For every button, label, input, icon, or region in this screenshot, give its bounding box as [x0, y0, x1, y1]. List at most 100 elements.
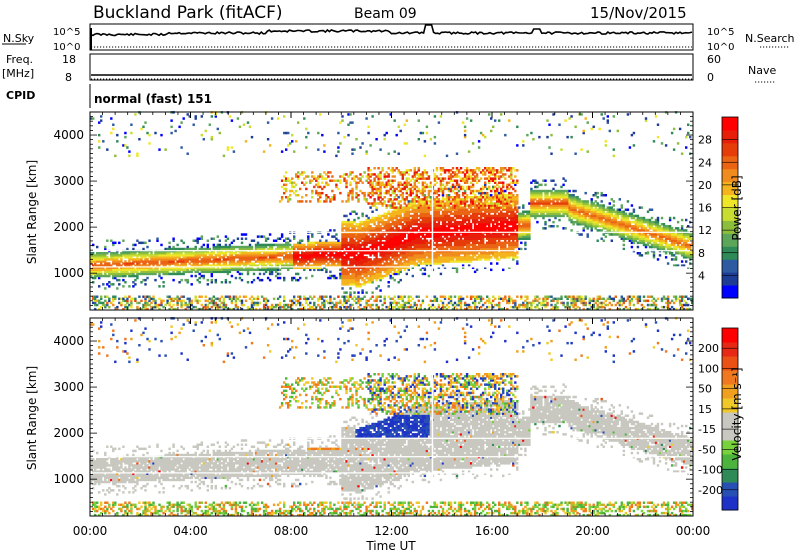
data-cell: [397, 239, 400, 242]
data-cell: [465, 218, 469, 222]
data-cell: [140, 270, 143, 274]
data-cell: [333, 297, 336, 301]
data-cell: [100, 297, 103, 301]
data-cell: [176, 268, 179, 272]
data-cell: [441, 212, 445, 216]
data-cell: [120, 254, 123, 257]
data-cell: [204, 268, 208, 272]
data-cell: [461, 194, 465, 197]
data-cell: [373, 254, 376, 257]
data-cell: [309, 268, 312, 272]
data-cell: [415, 262, 419, 265]
data-cell: [433, 179, 437, 182]
data-cell: [329, 256, 332, 259]
data-cell: [148, 266, 151, 269]
data-cell: [459, 177, 463, 180]
data-cell: [467, 206, 471, 209]
data-cell: [449, 212, 453, 216]
data-cell: [351, 283, 354, 286]
data-cell: [445, 258, 449, 261]
data-cell: [419, 239, 423, 242]
data-cell: [469, 243, 473, 247]
data-cell: [471, 237, 475, 240]
data-cell: [427, 225, 431, 228]
data-cell: [236, 268, 240, 272]
data-cell: [289, 299, 292, 303]
data-cell: [375, 254, 378, 257]
data-cell: [469, 177, 473, 180]
data-cell: [270, 245, 274, 249]
data-cell: [307, 307, 310, 311]
data-cell: [443, 212, 447, 216]
data-cell: [439, 299, 443, 303]
data-cell: [407, 206, 411, 209]
data-cell: [421, 218, 425, 222]
data-cell: [461, 260, 465, 263]
data-cell: [369, 274, 372, 278]
data-cell: [463, 216, 467, 220]
data-cell: [419, 243, 423, 247]
data-cell: [240, 237, 244, 240]
data-cell: [190, 254, 193, 257]
data-cell: [120, 258, 123, 261]
data-cell: [401, 187, 405, 191]
data-cell: [371, 266, 374, 269]
data-cell: [262, 264, 266, 267]
data-cell: [140, 256, 143, 259]
data-cell: [226, 256, 230, 259]
data-cell: [319, 175, 322, 178]
data-cell: [184, 303, 187, 307]
data-cell: [415, 173, 419, 176]
data-cell: [196, 278, 199, 282]
data-cell: [367, 276, 370, 280]
data-cell: [285, 179, 288, 182]
data-cell: [381, 169, 384, 172]
data-cell: [429, 200, 433, 203]
data-cell: [411, 218, 415, 222]
data-cell: [355, 245, 358, 249]
data-cell: [130, 131, 133, 135]
data-cell: [168, 266, 171, 269]
data-cell: [94, 264, 97, 267]
data-cell: [341, 243, 344, 247]
data-cell: [455, 196, 459, 199]
data-cell: [174, 256, 177, 259]
data-cell: [118, 301, 121, 305]
data-cell: [110, 117, 113, 120]
data-cell: [359, 227, 362, 230]
data-cell: [274, 256, 278, 259]
data-cell: [391, 216, 394, 220]
data-cell: [463, 252, 467, 255]
data-cell: [331, 241, 334, 245]
data-cell: [459, 247, 463, 251]
data-cell: [419, 175, 423, 178]
data-cell: [194, 260, 197, 263]
data-cell: [377, 229, 380, 232]
data-cell: [379, 266, 382, 269]
data-cell: [218, 247, 222, 251]
data-cell: [425, 210, 429, 213]
data-cell: [349, 189, 352, 193]
data-cell: [313, 252, 316, 255]
data-cell: [417, 260, 421, 263]
data-cell: [98, 254, 101, 257]
data-cell: [405, 256, 409, 259]
data-cell: [242, 268, 246, 272]
data-cell: [465, 295, 469, 298]
data-cell: [250, 295, 254, 298]
data-cell: [190, 299, 193, 303]
data-cell: [357, 237, 360, 240]
data-cell: [469, 200, 473, 203]
data-cell: [150, 258, 153, 261]
data-cell: [413, 301, 417, 305]
data-cell: [437, 237, 441, 240]
data-cell: [176, 299, 179, 303]
data-cell: [301, 239, 304, 242]
data-cell: [403, 258, 407, 261]
data-cell: [236, 237, 240, 240]
data-cell: [419, 307, 423, 311]
data-cell: [423, 260, 427, 263]
data-cell: [287, 258, 290, 261]
data-cell: [441, 187, 445, 191]
data-cell: [331, 198, 334, 201]
